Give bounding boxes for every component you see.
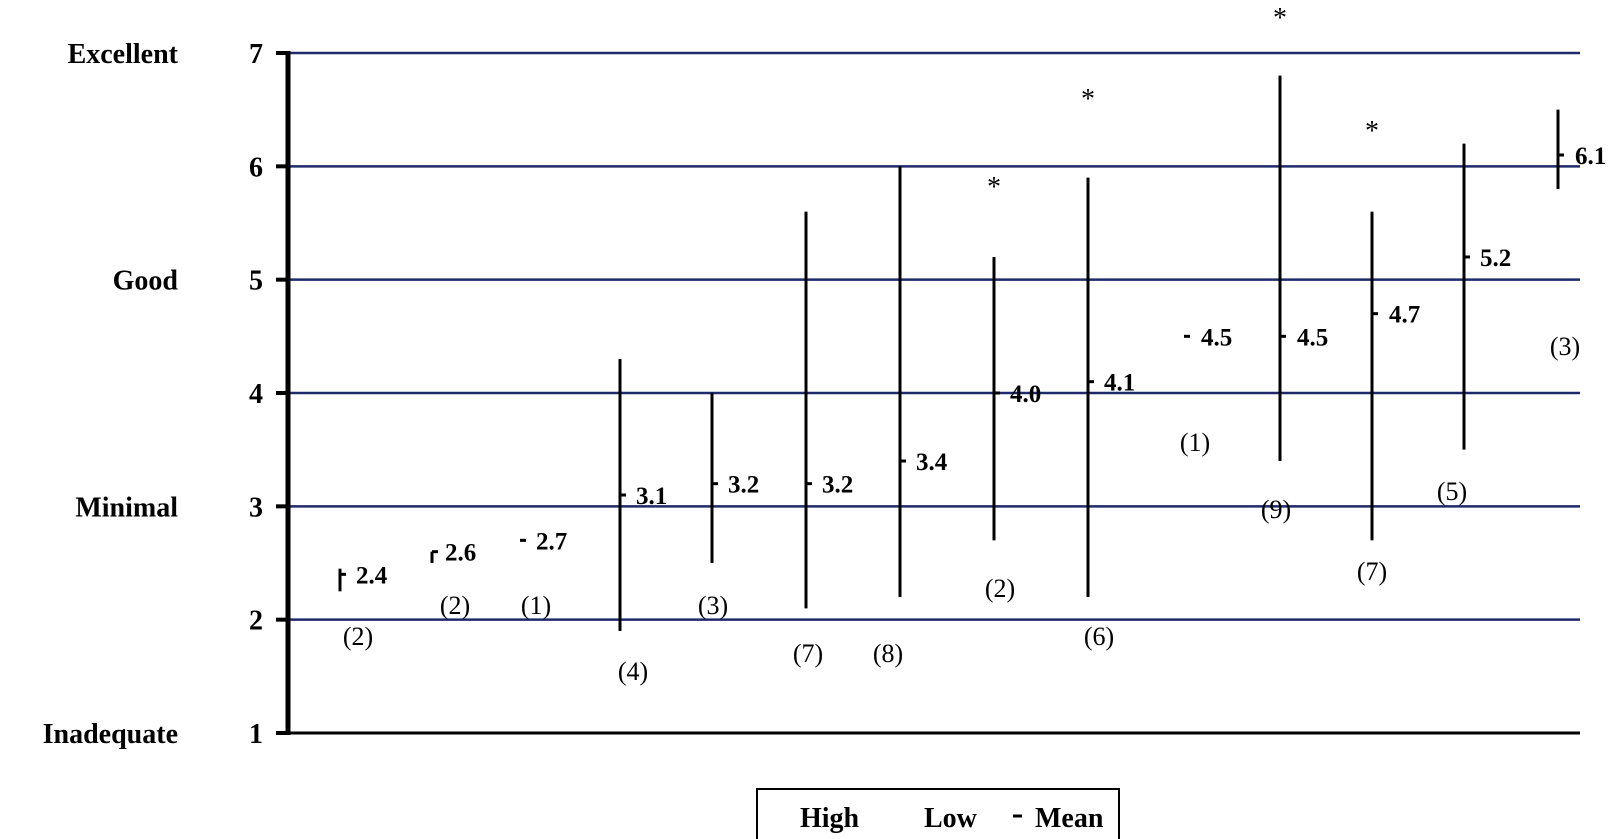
tick-label-7: 7	[249, 39, 263, 70]
y-axis	[276, 51, 1580, 735]
range-item-11: 4.5 (9) *	[1261, 3, 1328, 524]
mean-label: 6.1	[1575, 143, 1606, 170]
range-item-12: 4.7 (7) *	[1357, 116, 1420, 586]
significance-star: *	[1365, 116, 1379, 147]
range-item-4: 3.1 (4)	[618, 359, 667, 686]
count-label: (4)	[618, 657, 648, 686]
tick-label-2: 2	[249, 606, 263, 637]
tick-label-6: 6	[249, 152, 263, 183]
mean-label: 3.2	[728, 472, 759, 499]
rating-label-good: Good	[113, 266, 179, 297]
range-item-5: 3.2 (3)	[698, 393, 759, 620]
legend-mean: Mean	[1035, 803, 1104, 834]
range-item-8: 4.0 (2) *	[985, 172, 1041, 603]
mean-label: 4.5	[1201, 324, 1232, 351]
mean-label: 4.7	[1389, 302, 1420, 329]
rating-labels: Excellent Good Minimal Inadequate	[43, 39, 179, 750]
mean-label: 2.6	[445, 540, 476, 567]
range-item-14: 6.1 (3)	[1550, 109, 1606, 361]
mean-label: 2.7	[536, 528, 567, 555]
count-label: (8)	[873, 639, 903, 668]
tick-label-1: 1	[249, 719, 263, 750]
range-series: 2.4 (2) 2.6 (2) 2.7 (1) 3.1 (4) 3.2 (3) 3.2 (7) 3.4 (…	[338, 3, 1606, 686]
tick-label-3: 3	[249, 492, 263, 523]
tick-label-4: 4	[249, 379, 263, 410]
mean-label: 3.2	[822, 472, 853, 499]
range-item-9: 4.1 (6) *	[1081, 84, 1135, 651]
count-label: (5)	[1437, 477, 1467, 506]
mean-label: 5.2	[1480, 245, 1511, 272]
count-label: (2)	[985, 574, 1015, 603]
count-label: (6)	[1084, 622, 1114, 651]
significance-star: *	[987, 172, 1001, 203]
count-label: (9)	[1261, 495, 1291, 524]
legend: High Low Mean	[756, 788, 1120, 839]
mean-label: 3.1	[636, 483, 667, 510]
count-label: (7)	[793, 639, 823, 668]
count-label: (2)	[440, 591, 470, 620]
legend-box	[756, 788, 1120, 839]
range-item-3: 2.7 (1)	[520, 528, 567, 620]
count-label: (7)	[1357, 557, 1387, 586]
tick-labels: 1 2 3 4 5 6 7	[249, 39, 263, 750]
legend-low: Low	[924, 803, 978, 834]
range-item-2: 2.6 (2)	[430, 540, 476, 620]
range-item-1: 2.4 (2)	[338, 562, 388, 651]
mean-label: 2.4	[356, 562, 388, 589]
tick-label-5: 5	[249, 266, 263, 297]
mean-label: 4.1	[1104, 370, 1135, 397]
mean-label: 3.4	[916, 449, 948, 476]
mean-label: 4.0	[1010, 381, 1041, 408]
gridlines	[288, 51, 1580, 621]
significance-star: *	[1273, 3, 1287, 34]
count-label: (2)	[343, 622, 373, 651]
count-label: (3)	[1550, 332, 1580, 361]
range-item-6: 3.2 (7)	[793, 211, 853, 668]
count-label: (3)	[698, 591, 728, 620]
range-item-7: 3.4 (8)	[873, 166, 948, 668]
rating-label-excellent: Excellent	[68, 39, 179, 70]
rating-label-inadequate: Inadequate	[43, 719, 178, 750]
significance-star: *	[1081, 84, 1095, 115]
range-item-13: 5.2 (5)	[1437, 143, 1511, 506]
rating-label-minimal: Minimal	[75, 492, 178, 523]
mean-label: 4.5	[1297, 324, 1328, 351]
count-label: (1)	[1180, 428, 1210, 457]
count-label: (1)	[521, 591, 551, 620]
legend-high: High	[800, 803, 860, 834]
range-item-10: 4.5 (1)	[1180, 324, 1232, 457]
